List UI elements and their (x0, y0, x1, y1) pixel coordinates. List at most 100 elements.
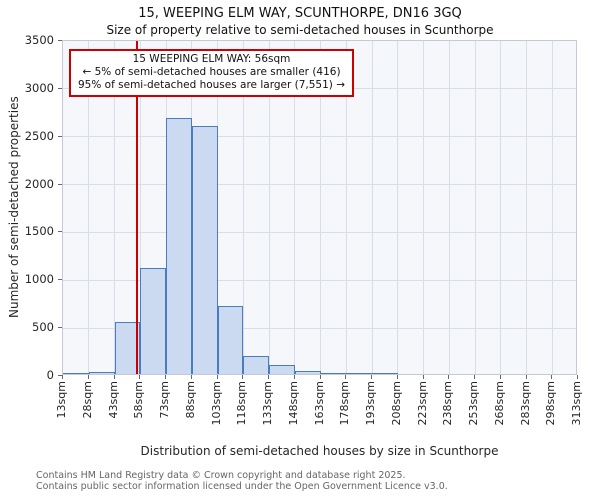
gridline-horizontal (63, 184, 576, 186)
y-tick-mark (58, 135, 62, 137)
annotation-line-3: 95% of semi-detached houses are larger (… (78, 79, 346, 91)
gridline-vertical (139, 41, 141, 374)
y-tick-label: 2500 (24, 128, 54, 143)
x-tick-mark (319, 375, 321, 379)
gridline-vertical (526, 41, 527, 374)
x-tick-label: 163sqm (312, 381, 326, 426)
x-tick-label: 133sqm (261, 381, 274, 426)
histogram-bar (88, 372, 115, 374)
x-tick-mark (113, 375, 115, 379)
y-tick-label: 1000 (24, 272, 54, 287)
annotation-line-1: 15 WEEPING ELM WAY: 56sqm (132, 53, 291, 65)
histogram-bar (140, 267, 166, 374)
histogram-bar (217, 306, 244, 374)
gridline-vertical (423, 41, 424, 374)
x-tick-label: 178sqm (338, 381, 352, 426)
gridline-horizontal (63, 136, 576, 138)
gridline-vertical (217, 41, 218, 374)
chart-subtitle: Size of property relative to semi-detach… (106, 23, 494, 37)
y-tick-mark (58, 40, 62, 41)
histogram-bar (243, 355, 269, 374)
x-tick-label: 43sqm (106, 381, 120, 419)
footer-attribution-line2: Contains public sector information licen… (36, 481, 448, 492)
x-tick-mark (396, 375, 398, 379)
x-tick-mark (525, 375, 527, 379)
x-tick-mark (190, 375, 192, 379)
y-tick-label: 2000 (24, 176, 54, 191)
y-tick-label: 0 (46, 368, 54, 382)
x-tick-label: 118sqm (235, 381, 249, 426)
y-tick-mark (58, 231, 62, 233)
x-tick-mark (371, 375, 372, 379)
x-tick-mark (474, 375, 475, 379)
gridline-vertical (448, 41, 450, 374)
x-tick-mark (448, 375, 450, 379)
y-tick-mark (58, 375, 62, 376)
gridline-vertical (474, 41, 476, 374)
x-tick-label: 238sqm (441, 381, 455, 426)
x-tick-mark (62, 375, 63, 379)
gridline-vertical (242, 41, 244, 374)
histogram-bar (346, 373, 372, 374)
x-tick-label: 208sqm (389, 381, 403, 426)
footer-attribution-line1: Contains HM Land Registry data © Crown c… (36, 470, 406, 481)
chart-title: 15, WEEPING ELM WAY, SCUNTHORPE, DN16 3G… (138, 6, 462, 21)
x-tick-label: 58sqm (132, 381, 146, 419)
histogram-bar (166, 118, 192, 374)
y-tick-mark (58, 87, 62, 89)
gridline-vertical (114, 41, 115, 374)
gridline-horizontal (63, 327, 576, 329)
y-tick-mark (58, 327, 62, 329)
gridline-vertical (397, 41, 399, 374)
x-tick-mark (293, 375, 295, 379)
y-tick-label: 3500 (24, 33, 54, 47)
gridline-vertical (551, 41, 553, 374)
x-tick-label: 103sqm (209, 381, 223, 426)
x-tick-label: 283sqm (518, 381, 532, 426)
plot-area: 15 WEEPING ELM WAY: 56sqm ← 5% of semi-d… (62, 40, 577, 375)
x-tick-mark (165, 375, 166, 379)
x-tick-mark (242, 375, 244, 379)
histogram-bar (372, 373, 398, 374)
y-tick-label: 1500 (24, 224, 54, 239)
histogram-bar (294, 370, 321, 374)
y-tick-mark (58, 183, 62, 185)
x-tick-label: 73sqm (158, 381, 171, 419)
gridline-vertical (294, 41, 296, 374)
gridline-vertical (500, 41, 502, 374)
x-tick-mark (422, 375, 424, 379)
x-tick-label: 268sqm (492, 381, 506, 426)
x-tick-label: 148sqm (286, 381, 300, 426)
histogram-bar (191, 126, 218, 374)
x-tick-label: 193sqm (364, 381, 377, 426)
x-tick-mark (139, 375, 141, 379)
x-tick-mark (87, 375, 89, 379)
x-axis-label: Distribution of semi-detached houses by … (140, 444, 499, 458)
property-size-marker-line (135, 41, 138, 374)
x-tick-mark (345, 375, 347, 379)
x-tick-mark (577, 375, 578, 379)
gridline-vertical (320, 41, 321, 374)
x-tick-mark (216, 375, 218, 379)
gridline-vertical (88, 41, 90, 374)
histogram-bar (320, 372, 347, 374)
gridline-vertical (371, 41, 373, 374)
x-tick-label: 223sqm (415, 381, 429, 426)
y-tick-label: 500 (32, 320, 54, 335)
annotation-box: 15 WEEPING ELM WAY: 56sqm ← 5% of semi-d… (69, 49, 355, 97)
histogram-bar (63, 373, 89, 374)
x-tick-label: 253sqm (467, 381, 480, 426)
gridline-vertical (268, 41, 270, 374)
y-tick-label: 3000 (24, 80, 54, 95)
gridline-horizontal (63, 231, 576, 233)
x-tick-label: 313sqm (570, 381, 583, 426)
histogram-bar (269, 365, 295, 374)
x-tick-label: 298sqm (544, 381, 558, 426)
x-tick-label: 88sqm (183, 381, 197, 419)
x-tick-mark (551, 375, 553, 379)
gridline-vertical (345, 41, 347, 374)
x-tick-label: 13sqm (55, 381, 68, 419)
gridline-horizontal (63, 279, 576, 281)
annotation-line-2: ← 5% of semi-detached houses are smaller… (82, 66, 341, 78)
